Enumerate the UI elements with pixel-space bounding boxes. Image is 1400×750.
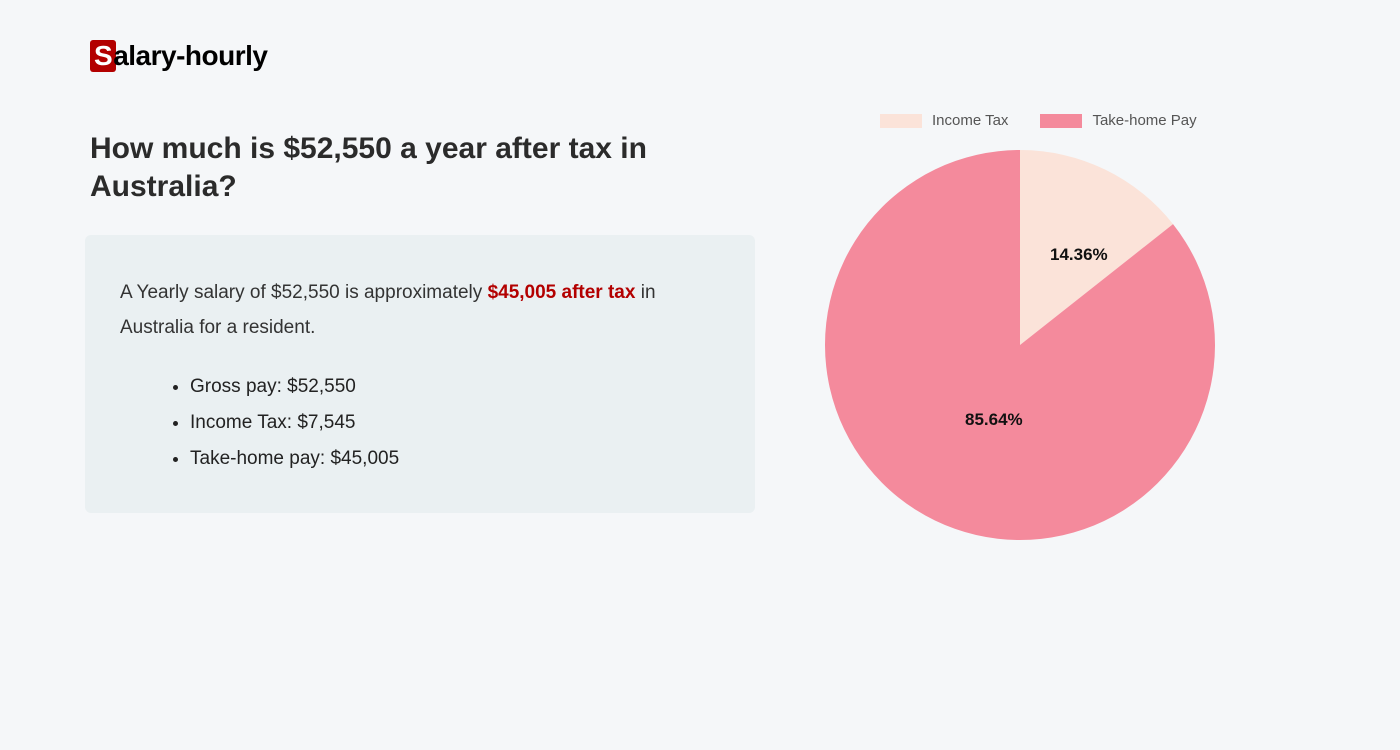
summary-text: A Yearly salary of $52,550 is approximat… <box>120 275 720 345</box>
list-item: Gross pay: $52,550 <box>190 369 720 405</box>
legend-label-income-tax: Income Tax <box>932 112 1008 129</box>
logo-text: alary-hourly <box>113 40 267 71</box>
summary-prefix: A Yearly salary of $52,550 is approximat… <box>120 282 488 303</box>
legend-label-take-home: Take-home Pay <box>1092 112 1196 129</box>
info-box: A Yearly salary of $52,550 is approximat… <box>85 235 755 513</box>
legend-item-income-tax: Income Tax <box>880 112 1008 129</box>
legend-swatch-income-tax <box>880 114 922 128</box>
breakdown-list: Gross pay: $52,550 Income Tax: $7,545 Ta… <box>120 369 720 477</box>
list-item: Income Tax: $7,545 <box>190 405 720 441</box>
legend-swatch-take-home <box>1040 114 1082 128</box>
pie-slice-label-take-home: 85.64% <box>965 410 1023 430</box>
pie-svg <box>820 145 1220 545</box>
page-title: How much is $52,550 a year after tax in … <box>90 130 710 205</box>
pie-slice-label-income-tax: 14.36% <box>1050 245 1108 265</box>
list-item: Take-home pay: $45,005 <box>190 441 720 477</box>
summary-highlight: $45,005 after tax <box>488 282 636 303</box>
legend-item-take-home: Take-home Pay <box>1040 112 1196 129</box>
pie-chart: 14.36% 85.64% <box>820 145 1220 550</box>
site-logo: Salary-hourly <box>90 40 267 72</box>
pie-legend: Income Tax Take-home Pay <box>880 112 1197 129</box>
